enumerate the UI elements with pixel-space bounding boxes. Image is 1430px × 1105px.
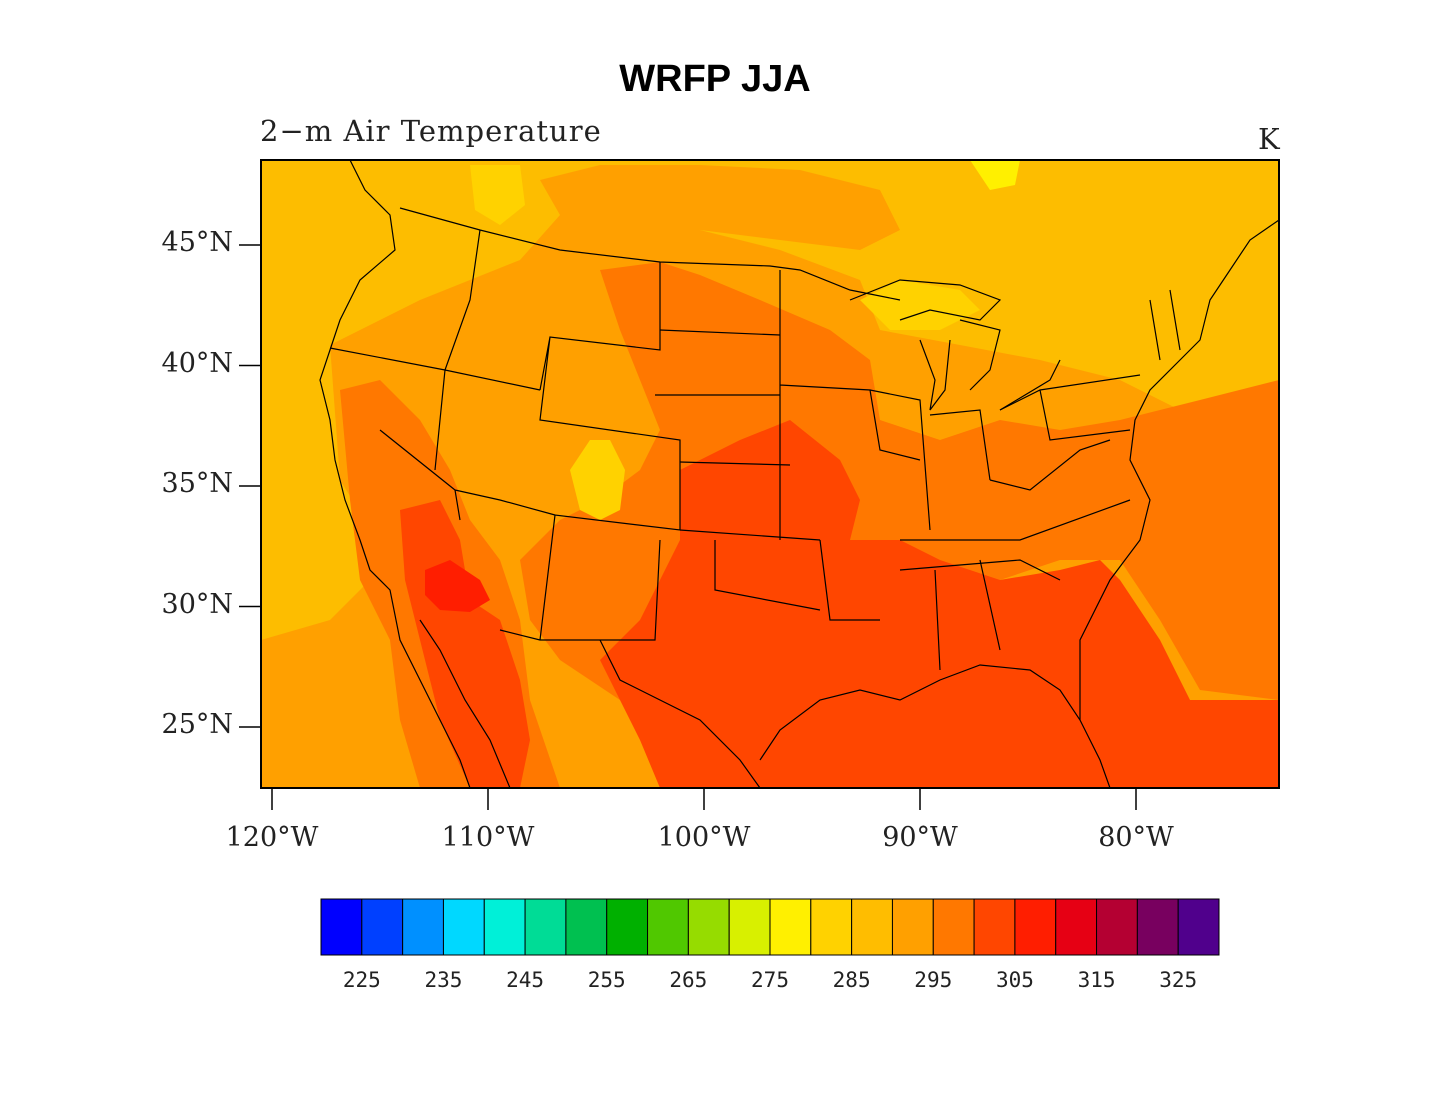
baja-coast	[419, 619, 511, 788]
states-east	[989, 289, 1181, 491]
west-coastline	[319, 160, 471, 788]
colorbar-box	[687, 898, 730, 956]
states-central	[655, 270, 1131, 671]
colorbar-box	[851, 898, 893, 956]
colorbar-box	[647, 898, 689, 956]
colorbar-box	[402, 898, 444, 956]
colorbar-label: 225	[342, 968, 381, 992]
map-frame	[260, 159, 1280, 789]
lon-tick-label: 80°W	[1098, 822, 1174, 853]
gulf-coast	[599, 639, 1111, 788]
colorbar-label: 265	[669, 968, 708, 992]
lat-tick-label: 40°N	[161, 347, 233, 379]
colorbar-label: 295	[914, 968, 953, 992]
colorbar-label: 305	[995, 968, 1034, 992]
field-285-colorado	[570, 440, 625, 520]
colorbar-box	[1136, 898, 1179, 956]
lon-tick-label: 120°W	[225, 822, 319, 853]
colorbar-box	[1096, 898, 1138, 956]
colorbar-box	[524, 898, 567, 956]
field-280-north	[970, 160, 1020, 190]
colorbar-label: 275	[751, 968, 789, 992]
great-lakes	[849, 279, 1061, 411]
lat-tick-label: 45°N	[161, 227, 233, 258]
colorbar-label: 245	[506, 968, 545, 992]
colorbar-label: 315	[1077, 968, 1116, 992]
states-west	[329, 229, 681, 641]
map-title: WRFP JJA	[619, 58, 811, 100]
colorbar-box	[728, 898, 771, 956]
temperature-field	[261, 160, 1279, 788]
field-305-central	[600, 420, 1279, 788]
colorbar-box	[1177, 898, 1220, 956]
colorbar-box	[606, 898, 649, 956]
colorbar-label: 235	[424, 968, 463, 992]
colorbar-label: 255	[587, 968, 626, 992]
colorbar-box	[320, 898, 363, 956]
colorbar-box	[810, 898, 853, 956]
units-label: K	[1258, 122, 1280, 156]
lat-tick-label: 30°N	[161, 588, 233, 620]
colorbar-box	[891, 898, 934, 956]
lon-tick-label: 100°W	[657, 822, 751, 853]
field-285-greatlakes	[860, 280, 980, 330]
field-310-hotspot	[425, 560, 490, 612]
lon-tick-label: 110°W	[441, 822, 535, 853]
colorbar-label: 325	[1159, 968, 1198, 992]
political-boundaries	[319, 160, 1279, 788]
colorbar-box	[973, 898, 1016, 956]
lon-tick-label: 90°W	[882, 822, 958, 853]
colorbar-box	[1014, 898, 1057, 956]
latitude-ticks	[239, 244, 261, 728]
field-285-idaho	[470, 165, 525, 225]
colorbar-box	[442, 898, 485, 956]
canada-border	[399, 207, 901, 301]
field-295-north	[540, 165, 900, 250]
colorbar-box	[565, 898, 608, 956]
lat-tick-label: 25°N	[161, 709, 233, 740]
colorbar	[320, 898, 1220, 956]
variable-label: 2−m Air Temperature	[260, 114, 602, 148]
colorbar-box	[361, 898, 404, 956]
colorbar-label: 285	[832, 968, 871, 992]
colorbar-box	[932, 898, 975, 956]
longitude-ticks	[271, 788, 1137, 810]
colorbar-box	[483, 898, 526, 956]
colorbar-box	[1055, 898, 1098, 956]
colorbar-box	[769, 898, 812, 956]
east-coastline	[1079, 219, 1279, 720]
lat-tick-label: 35°N	[161, 468, 233, 499]
